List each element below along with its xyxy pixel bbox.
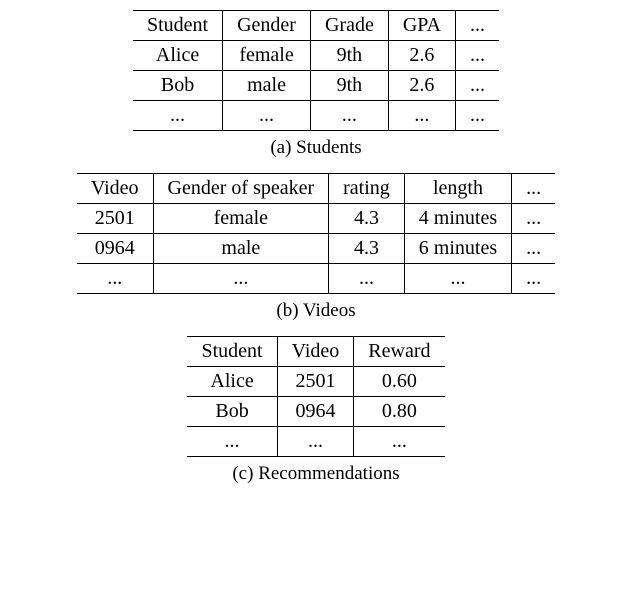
videos-table: Video Gender of speaker rating length ..… <box>77 173 555 294</box>
cell: 2.6 <box>388 71 455 101</box>
students-caption: (a) Students <box>270 137 361 159</box>
cell: ... <box>133 101 223 131</box>
cell: 4.3 <box>329 234 405 264</box>
cell: Bob <box>133 71 223 101</box>
recommendations-caption: (c) Recommendations <box>232 463 399 485</box>
cell: ... <box>354 427 445 457</box>
cell: Alice <box>187 367 277 397</box>
cell: ... <box>329 264 405 294</box>
table-row: Bob male 9th 2.6 ... <box>133 71 499 101</box>
cell: ... <box>512 234 556 264</box>
col-header: Video <box>277 337 354 367</box>
table-row: ... ... ... ... ... <box>133 101 499 131</box>
videos-caption: (b) Videos <box>276 300 355 322</box>
cell: 0964 <box>277 397 354 427</box>
table-row: Bob 0964 0.80 <box>187 397 444 427</box>
cell: female <box>153 204 329 234</box>
cell: 6 minutes <box>404 234 511 264</box>
col-header: Reward <box>354 337 445 367</box>
cell: 2501 <box>277 367 354 397</box>
cell: ... <box>512 204 556 234</box>
students-table-block: Student Gender Grade GPA ... Alice femal… <box>0 10 632 159</box>
table-row: 2501 female 4.3 4 minutes ... <box>77 204 555 234</box>
cell: ... <box>456 101 500 131</box>
cell: ... <box>277 427 354 457</box>
col-header: Gender of speaker <box>153 174 329 204</box>
cell: ... <box>187 427 277 457</box>
cell: 2.6 <box>388 41 455 71</box>
cell: 0964 <box>77 234 153 264</box>
cell: 4 minutes <box>404 204 511 234</box>
cell: 9th <box>310 71 388 101</box>
cell: Alice <box>133 41 223 71</box>
cell: male <box>153 234 329 264</box>
cell: ... <box>223 101 311 131</box>
col-header: Student <box>187 337 277 367</box>
table-row: Student Video Reward <box>187 337 444 367</box>
table-row: Student Gender Grade GPA ... <box>133 11 499 41</box>
table-row: Alice female 9th 2.6 ... <box>133 41 499 71</box>
cell: female <box>223 41 311 71</box>
videos-table-block: Video Gender of speaker rating length ..… <box>0 173 632 322</box>
cell: ... <box>77 264 153 294</box>
col-header: ... <box>512 174 556 204</box>
table-row: 0964 male 4.3 6 minutes ... <box>77 234 555 264</box>
col-header: Student <box>133 11 223 41</box>
col-header: GPA <box>388 11 455 41</box>
col-header: ... <box>456 11 500 41</box>
cell: 9th <box>310 41 388 71</box>
cell: 0.80 <box>354 397 445 427</box>
students-table: Student Gender Grade GPA ... Alice femal… <box>133 10 499 131</box>
cell: ... <box>153 264 329 294</box>
cell: ... <box>388 101 455 131</box>
cell: ... <box>512 264 556 294</box>
cell: 4.3 <box>329 204 405 234</box>
table-row: Video Gender of speaker rating length ..… <box>77 174 555 204</box>
cell: 2501 <box>77 204 153 234</box>
col-header: length <box>404 174 511 204</box>
col-header: Video <box>77 174 153 204</box>
table-row: ... ... ... <box>187 427 444 457</box>
col-header: rating <box>329 174 405 204</box>
table-row: ... ... ... ... ... <box>77 264 555 294</box>
cell: ... <box>456 41 500 71</box>
col-header: Gender <box>223 11 311 41</box>
table-row: Alice 2501 0.60 <box>187 367 444 397</box>
cell: Bob <box>187 397 277 427</box>
cell: ... <box>456 71 500 101</box>
col-header: Grade <box>310 11 388 41</box>
cell: ... <box>310 101 388 131</box>
cell: 0.60 <box>354 367 445 397</box>
recommendations-table: Student Video Reward Alice 2501 0.60 Bob… <box>187 336 444 457</box>
recommendations-table-block: Student Video Reward Alice 2501 0.60 Bob… <box>0 336 632 485</box>
cell: ... <box>404 264 511 294</box>
cell: male <box>223 71 311 101</box>
